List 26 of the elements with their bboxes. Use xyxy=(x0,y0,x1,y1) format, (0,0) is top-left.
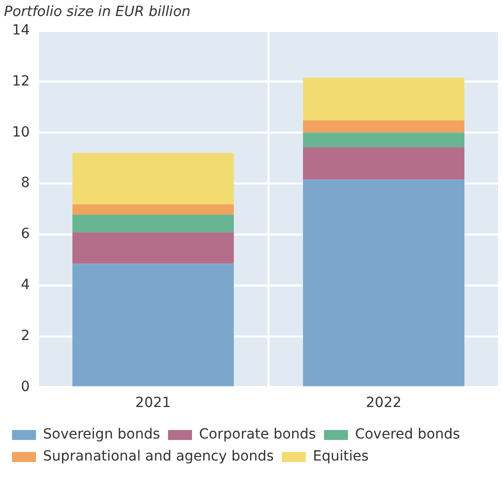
y-tick-label: 10 xyxy=(12,124,30,140)
bar xyxy=(72,264,234,386)
bar xyxy=(72,204,234,215)
y-tick-label: 0 xyxy=(20,378,30,395)
y-tick-label: 6 xyxy=(20,226,30,242)
bar xyxy=(72,232,234,264)
y-tick-label: 8 xyxy=(20,175,30,192)
bar xyxy=(72,214,234,232)
bar xyxy=(302,78,464,120)
bar xyxy=(302,132,464,148)
bar xyxy=(302,147,464,180)
y-axis-title: Portfolio size in EUR billion xyxy=(4,4,191,20)
legend-label: Supranational and agency bonds xyxy=(43,448,274,465)
bar xyxy=(302,120,464,133)
legend-label: Corporate bonds xyxy=(199,426,316,443)
y-tick-label: 12 xyxy=(12,73,30,90)
legend-label: Covered bonds xyxy=(354,426,460,443)
y-tick-label: 2 xyxy=(20,328,30,344)
legend-label: Sovereign bonds xyxy=(43,426,160,443)
legend-label: Equities xyxy=(312,448,369,465)
bar xyxy=(72,152,234,204)
y-tick-label: 14 xyxy=(12,22,30,38)
x-tick-label: 2022 xyxy=(366,395,402,412)
x-tick-label: 2021 xyxy=(135,395,171,412)
y-tick-label: 4 xyxy=(20,277,30,294)
bar xyxy=(302,180,464,386)
